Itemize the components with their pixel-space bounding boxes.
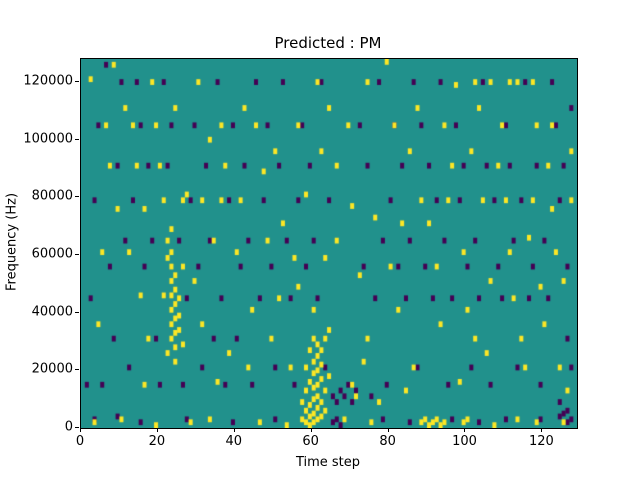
x-tick-mark bbox=[233, 428, 235, 432]
x-tick-label: 120 bbox=[528, 434, 554, 449]
x-tick-mark bbox=[156, 428, 158, 432]
y-tick-mark bbox=[75, 369, 79, 371]
y-tick-label: 20000 bbox=[31, 361, 73, 377]
x-tick-mark bbox=[80, 428, 81, 432]
x-tick-mark bbox=[541, 428, 543, 432]
y-tick-label: 80000 bbox=[31, 188, 73, 204]
x-tick-label: 40 bbox=[225, 434, 243, 449]
y-tick-mark bbox=[75, 254, 79, 256]
chart-title: Predicted : PM bbox=[274, 34, 382, 52]
x-tick-mark bbox=[310, 428, 312, 432]
x-axis-label: Time step bbox=[295, 455, 361, 470]
y-tick-mark bbox=[75, 196, 79, 198]
x-tick-label: 60 bbox=[302, 434, 319, 449]
y-tick-label: 60000 bbox=[31, 246, 73, 262]
y-tick-mark bbox=[75, 427, 79, 428]
x-tick-label: 80 bbox=[379, 434, 396, 449]
y-tick-label: 100000 bbox=[23, 131, 73, 147]
y-tick-label: 0 bbox=[64, 419, 73, 435]
plot-area bbox=[80, 58, 578, 429]
y-tick-label: 120000 bbox=[23, 73, 73, 89]
heatmap-canvas bbox=[81, 59, 577, 428]
y-tick-mark bbox=[75, 311, 79, 313]
x-tick-mark bbox=[464, 428, 466, 432]
y-tick-mark bbox=[75, 138, 79, 140]
x-tick-label: 100 bbox=[452, 434, 477, 449]
x-tick-mark bbox=[387, 428, 389, 432]
x-tick-label: 0 bbox=[75, 434, 85, 449]
x-tick-label: 20 bbox=[148, 434, 166, 449]
y-tick-mark bbox=[75, 81, 79, 83]
y-tick-label: 40000 bbox=[31, 304, 73, 320]
y-axis-label: Frequency (Hz) bbox=[4, 192, 20, 292]
